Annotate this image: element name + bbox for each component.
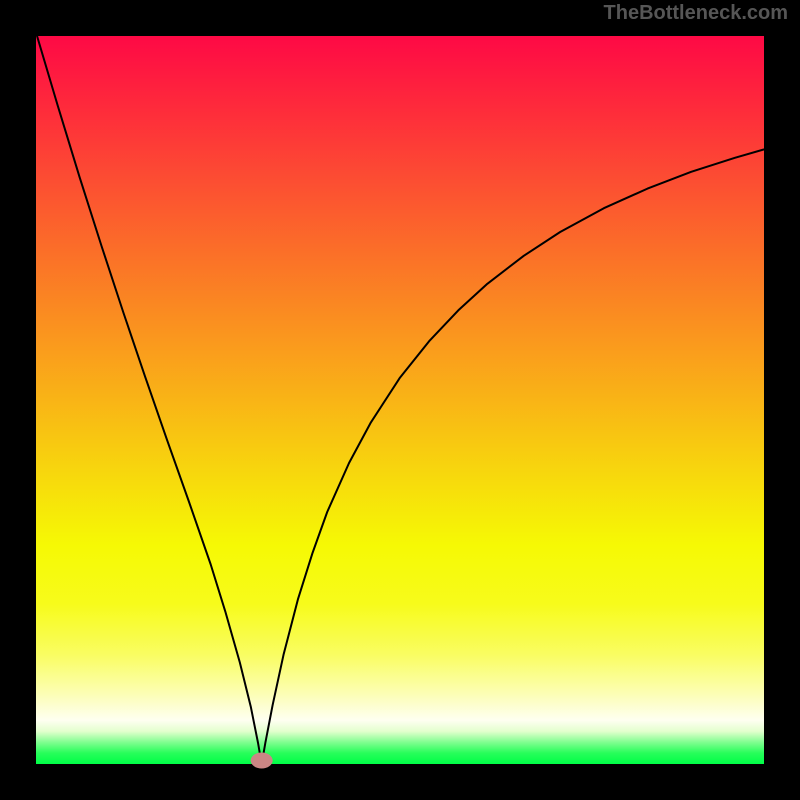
plot-background bbox=[36, 36, 764, 764]
optimal-point-marker bbox=[251, 753, 273, 769]
chart-container: TheBottleneck.com bbox=[0, 0, 800, 800]
bottleneck-chart bbox=[0, 0, 800, 800]
watermark-text: TheBottleneck.com bbox=[604, 2, 788, 25]
